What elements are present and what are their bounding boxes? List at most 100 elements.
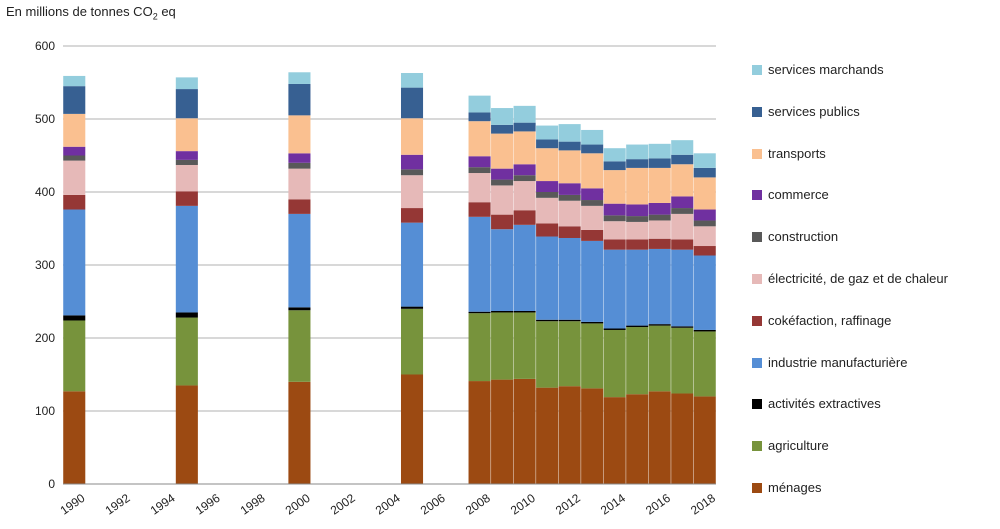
legend-swatch (752, 441, 762, 452)
bar-segment (63, 320, 86, 392)
bar-segment (693, 220, 716, 227)
bar-segment (626, 249, 649, 326)
bar-segment (63, 209, 86, 316)
x-tick-label: 2018 (688, 491, 718, 518)
y-tick-label: 600 (35, 39, 55, 53)
bar-segment (603, 397, 626, 484)
bar-segment (626, 239, 649, 250)
x-tick-label: 2004 (373, 491, 403, 518)
legend-item: construction (752, 229, 992, 245)
bar-segment (671, 164, 694, 197)
bar-segment (513, 105, 536, 123)
bar-segment (693, 177, 716, 210)
bar-segment (671, 213, 694, 240)
bar-segment (491, 185, 514, 215)
bar-segment (513, 122, 536, 132)
bar-segment (468, 95, 491, 113)
bar-segment (288, 115, 311, 154)
legend-swatch (752, 148, 762, 159)
bar-segment (626, 325, 649, 328)
bar-segment (288, 381, 311, 484)
bar-segment (693, 329, 716, 332)
bars (63, 72, 716, 484)
bar-segment (558, 319, 581, 322)
bar-segment (513, 164, 536, 176)
legend-swatch (752, 190, 762, 201)
bar-segment (513, 131, 536, 165)
legend-item: électricité, de gaz et de chaleur (752, 271, 992, 287)
bar-segment (648, 324, 671, 326)
bar-segment (603, 329, 626, 398)
bar-segment (693, 167, 716, 178)
bar-segment (175, 317, 198, 386)
bar-segment (693, 226, 716, 247)
bar-segment (536, 125, 559, 140)
bar-segment (671, 393, 694, 484)
bar-segment (626, 204, 649, 217)
bar-segment (626, 327, 649, 395)
bar-segment (581, 144, 604, 154)
bar-segment (581, 240, 604, 322)
bar-segment (513, 224, 536, 311)
bar-segment (63, 75, 86, 87)
legend-item: agriculture (752, 438, 992, 454)
bar-segment (581, 188, 604, 201)
y-axis-title: En millions de tonnes CO2 eq (6, 4, 176, 22)
bar-segment (603, 161, 626, 171)
bar-segment (648, 238, 671, 249)
bar-segment (648, 248, 671, 325)
bar-segment (468, 173, 491, 203)
bar-segment (491, 229, 514, 311)
bar-segment (288, 310, 311, 382)
bar-segment (558, 141, 581, 151)
bar-segment (400, 73, 424, 88)
bar-segment (63, 194, 86, 210)
bar-segment (671, 196, 694, 209)
bar-segment (400, 208, 424, 223)
bar-segment (400, 222, 424, 307)
bar-segment (513, 210, 536, 225)
bar-segment (626, 221, 649, 240)
bar-segment (288, 153, 311, 163)
bar-segment (626, 394, 649, 484)
x-tick-label: 1998 (238, 491, 268, 518)
bar-segment (536, 223, 559, 237)
legend-label: ménages (768, 480, 822, 495)
bar-segment (693, 153, 716, 168)
bar-segment (581, 229, 604, 241)
legend-label: services publics (768, 103, 860, 119)
legend-label: activités extractives (768, 396, 881, 412)
legend-swatch (752, 65, 762, 75)
x-tick-label: 1990 (58, 491, 88, 518)
bar-segment (288, 213, 311, 308)
bar-segment (693, 209, 716, 221)
bar-segment (581, 323, 604, 389)
bar-segment (558, 321, 581, 387)
legend-label: construction (768, 229, 839, 245)
bar-segment (63, 155, 86, 161)
legend-item: transports (752, 146, 992, 162)
bar-segment (693, 255, 716, 330)
bar-segment (648, 202, 671, 215)
bar-segment (558, 150, 581, 184)
legend-item: services marchands (752, 62, 992, 78)
bar-segment (603, 215, 626, 222)
legend-label: transports (768, 145, 826, 161)
legend-item: commerce (752, 187, 992, 203)
bar-segment (468, 167, 491, 174)
y-tick-label: 300 (35, 258, 55, 272)
bar-segment (671, 327, 694, 394)
bar-segment (603, 148, 626, 162)
bar-segment (536, 139, 559, 149)
bar-segment (603, 170, 626, 204)
bar-segment (513, 175, 536, 182)
bar-segment (63, 391, 86, 484)
legend-swatch (752, 357, 762, 368)
bar-segment (648, 158, 671, 168)
bar-segment (63, 315, 86, 321)
bar-segment (513, 378, 536, 484)
x-tick-label: 2016 (643, 491, 673, 518)
x-tick-label: 2010 (508, 491, 538, 518)
bar-segment (63, 113, 86, 147)
